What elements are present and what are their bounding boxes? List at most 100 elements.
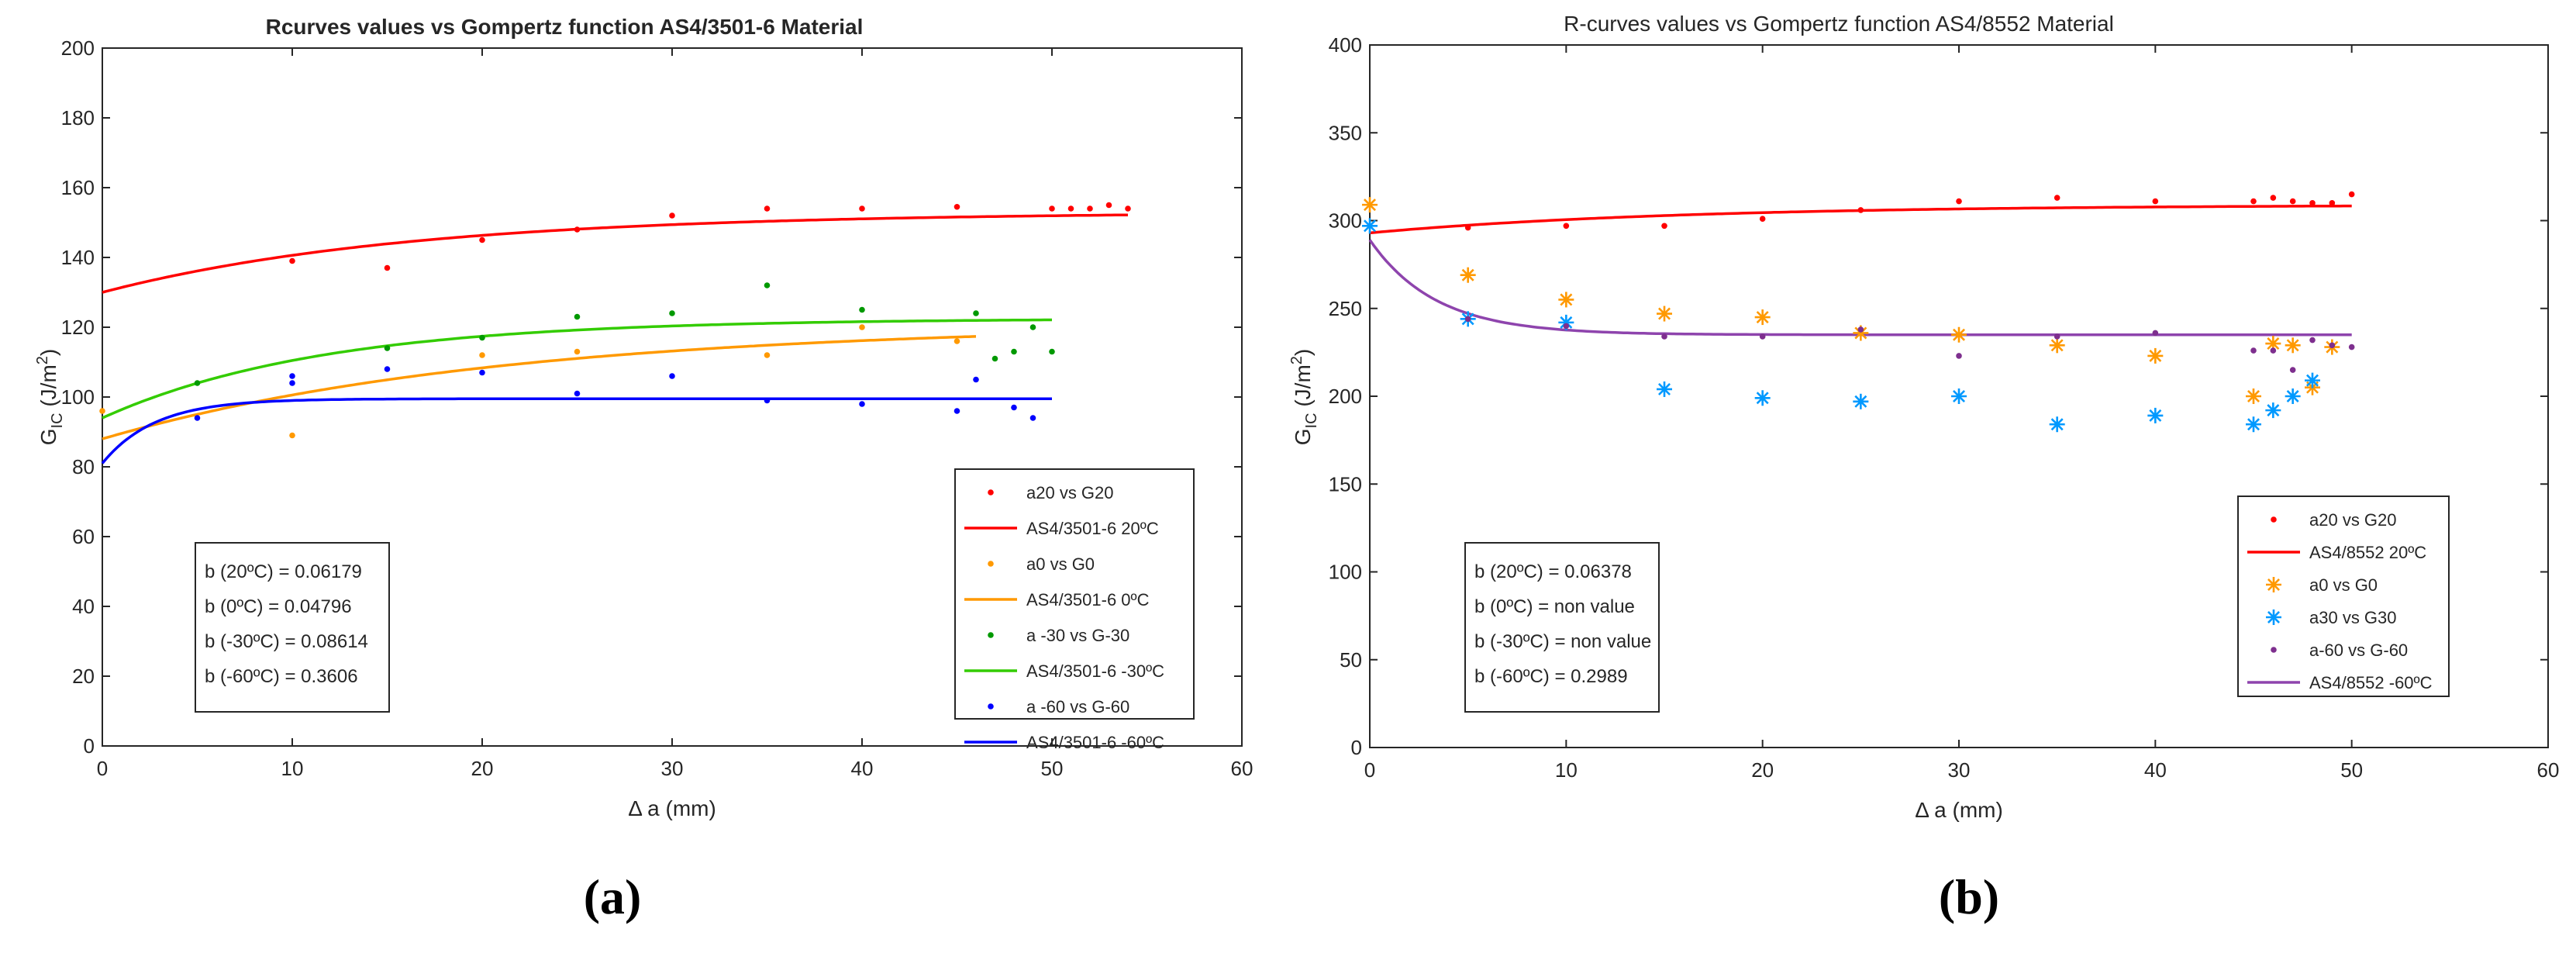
chart-b-legend-label: a-60 vs G-60 (2309, 641, 2408, 660)
chart-b-series-3-point (1754, 309, 1771, 326)
chart-b-y-tick-label: 400 (1329, 33, 1362, 57)
chart-a-series-8-curve (101, 397, 1052, 464)
chart-a-series-1-point (1067, 205, 1074, 212)
chart-a-series-6-curve (102, 318, 1052, 420)
chart-a-y-label-unit: (J/m (36, 364, 60, 413)
chart-a-series-7-point (384, 366, 391, 372)
chart-a-legend-label: a20 vs G20 (1026, 483, 1114, 502)
chart-b-series-4-point (2285, 388, 2301, 404)
chart-a-y-tick-label: 160 (61, 176, 95, 199)
chart-b-series-1-point (1857, 207, 1864, 213)
chart-a-annotation-line: b (-30ºC) = 0.08614 (205, 631, 368, 652)
chart-b-points (1362, 191, 2355, 433)
chart-b-panel-label: (b) (1939, 869, 1999, 924)
chart-b-series-4-point (1362, 218, 1378, 234)
chart-b-series-1-point (2348, 191, 2355, 198)
chart-b-legend-swatch (2271, 516, 2277, 523)
chart-b-legend-item: a30 vs G30 (2266, 608, 2397, 627)
chart-a-series-5-point (384, 345, 391, 351)
chart-b-series-5-point (2309, 337, 2316, 344)
chart-a-legend-item: AS4/3501-6 20ºC (964, 519, 1159, 538)
chart-a-legend-label: AS4/3501-6 -30ºC (1026, 661, 1164, 681)
chart-a-y-label-main: G (36, 428, 60, 445)
chart-a-series-5-point (669, 310, 675, 316)
chart-b-series-3-point (1558, 292, 1574, 308)
chart-b-series-5-point (1464, 316, 1471, 323)
chart-a-y-tick-label: 80 (72, 455, 95, 478)
chart-b-series-1-point (2289, 198, 2296, 205)
chart-a-x-tick-label: 40 (851, 757, 874, 780)
chart-a-series-1-point (669, 212, 675, 219)
chart-a-x-tick-label: 30 (661, 757, 684, 780)
chart-b-x-ticks: 0 10 20 30 40 50 60 (1364, 45, 2559, 782)
chart-b-y-label-sub: IC (1303, 413, 1320, 428)
chart-a-legend-label: AS4/3501-6 0ºC (1026, 590, 1150, 609)
chart-b-series-3-point (1460, 267, 1476, 283)
chart-a-legend-item: a0 vs G0 (988, 554, 1095, 574)
chart-a-series-1-point (1105, 202, 1112, 209)
chart-a-series-3-point (859, 324, 865, 330)
chart-a-annotation-line: b (-60ºC) = 0.3606 (205, 666, 358, 687)
chart-a-series-1-point (574, 226, 581, 233)
chart-b-y-ticks: 0 50 100 150 200 250 300 350 400 (1329, 33, 2548, 759)
chart-a-series-5-point (973, 310, 979, 316)
chart-a-x-tick-label: 60 (1231, 757, 1254, 780)
chart-b-series-1-point (1563, 223, 1570, 230)
chart-a-legend-item: AS4/3501-6 -30ºC (964, 661, 1164, 681)
chart-b-x-tick-label: 40 (2144, 758, 2167, 782)
chart-a-legend-item: a20 vs G20 (988, 483, 1114, 502)
chart-a-series-5-point (859, 306, 865, 313)
chart-a-legend-label: a -30 vs G-30 (1026, 626, 1129, 645)
chart-a-legend-swatch (988, 561, 994, 567)
chart-a-series-5-point (194, 380, 201, 386)
chart-b-y-tick-label: 0 (1351, 736, 1362, 759)
chart-b-y-label-unit: (J/m (1291, 364, 1315, 413)
chart-b-series-5-point (1563, 323, 1570, 330)
chart-a-legend-label: AS4/3501-6 20ºC (1026, 519, 1159, 538)
chart-a-series-7-point (953, 408, 960, 414)
chart-b-series-4-point (2049, 416, 2065, 433)
chart-a-y-ticks: 0 20 40 60 80 100 120 140 160 180 200 (61, 36, 1242, 758)
chart-b-legend-swatch (2266, 609, 2281, 625)
chart-b-series-5-point (1759, 333, 1766, 340)
chart-b-legend-label: AS4/8552 -60ºC (2309, 673, 2433, 692)
chart-a-y-tick-label: 20 (72, 665, 95, 688)
chart-a-series-7-point (764, 397, 771, 404)
chart-b-series-3-point (2285, 337, 2301, 354)
chart-b-y-label-end: ) (1291, 349, 1315, 356)
chart-b-series-4-point (2147, 407, 2164, 423)
chart-b-x-tick-label: 10 (1555, 758, 1578, 782)
chart-b-series-5-point (2348, 344, 2355, 350)
chart-a-y-label: GIC (J/m2) (34, 349, 66, 445)
chart-a-series-7-point (1011, 404, 1017, 411)
chart-b-series-4-point (2305, 372, 2320, 388)
chart-a-x-tick-label: 0 (97, 757, 108, 780)
chart-a-legend-swatch (988, 489, 994, 495)
chart-a-legend-item: a -30 vs G-30 (988, 626, 1129, 645)
chart-b-x-tick-label: 50 (2340, 758, 2363, 782)
chart-a-y-label-end: ) (36, 349, 60, 356)
chart-a-points (99, 202, 1131, 439)
chart-a-legend-item: AS4/3501-6 -60ºC (964, 733, 1164, 752)
chart-b-series-5-point (2329, 342, 2336, 349)
chart-b-legend-label: a20 vs G20 (2309, 510, 2397, 530)
chart-b-annotation-line: b (-60ºC) = 0.2989 (1474, 666, 1628, 687)
chart-b-series-5-point (2054, 333, 2060, 340)
chart-b-legend-item: a-60 vs G-60 (2271, 641, 2408, 660)
chart-a-series-7-point (859, 401, 865, 407)
chart-a-annotation-line: b (0ºC) = 0.04796 (205, 596, 352, 617)
chart-a-series-3-point (99, 408, 105, 414)
chart-a-series-7-point (289, 380, 295, 386)
chart-a-series-5-point (764, 282, 771, 288)
chart-a-series-7-point (289, 373, 295, 379)
chart-a-series-5-point (1011, 348, 1017, 355)
chart-b-y-label-sup: 2 (1288, 356, 1305, 364)
chart-b-series-4-point (1853, 393, 1869, 409)
chart-a-series-3-point (953, 338, 960, 344)
chart-a-panel-label: (a) (584, 869, 642, 924)
chart-a-series-7-point (669, 373, 675, 379)
chart-b-series-3-point (2246, 388, 2261, 404)
chart-b-legend-label: a0 vs G0 (2309, 575, 2378, 595)
chart-a-y-tick-label: 140 (61, 246, 95, 269)
chart-a-y-tick-label: 180 (61, 106, 95, 129)
